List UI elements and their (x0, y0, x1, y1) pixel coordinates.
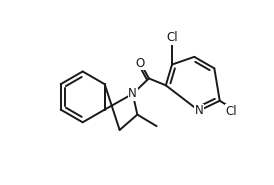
Text: Cl: Cl (226, 105, 237, 118)
Text: Cl: Cl (166, 31, 178, 44)
Text: N: N (128, 87, 137, 100)
Text: N: N (195, 104, 203, 117)
Text: O: O (136, 56, 145, 70)
